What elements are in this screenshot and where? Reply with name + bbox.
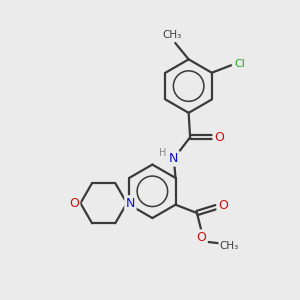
Text: O: O [196,231,206,244]
Text: CH₃: CH₃ [163,30,182,40]
Text: CH₃: CH₃ [220,241,239,251]
Text: N: N [169,152,178,165]
Text: Cl: Cl [234,59,245,69]
Text: H: H [159,148,166,158]
Text: O: O [214,131,224,144]
Text: O: O [69,197,79,210]
Text: N: N [126,197,135,210]
Text: O: O [218,199,228,212]
